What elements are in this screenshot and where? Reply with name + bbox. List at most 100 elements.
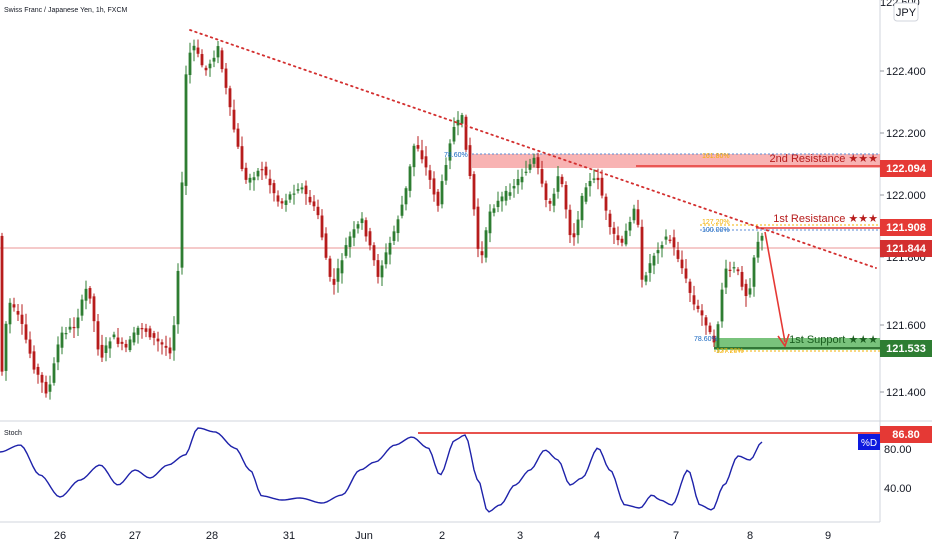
candle-body xyxy=(156,338,160,342)
candle-body xyxy=(692,295,696,305)
support-ext-label: 127.20% xyxy=(716,348,744,355)
candle-body xyxy=(268,178,272,186)
candle-body xyxy=(752,257,756,287)
stoch-title: Stoch xyxy=(4,430,22,437)
candle-body xyxy=(500,196,504,202)
candle-body xyxy=(668,239,672,241)
projection-arrow[interactable] xyxy=(764,231,786,343)
candle-body xyxy=(56,344,60,363)
candle-body xyxy=(60,332,64,348)
candle-body xyxy=(164,345,168,348)
candle-body xyxy=(288,194,292,200)
candle-body xyxy=(256,170,260,177)
candle-body xyxy=(356,224,360,229)
candle-body xyxy=(644,275,648,282)
candle-body xyxy=(264,166,268,176)
candle-body xyxy=(116,337,120,344)
candle-body xyxy=(728,269,732,271)
candle-body xyxy=(80,299,84,316)
candle-body xyxy=(184,74,188,186)
stoch-d-badge-text: %D xyxy=(861,438,877,449)
candle-body xyxy=(180,182,184,268)
time-tick-label: 31 xyxy=(283,530,295,542)
stoch-d-line xyxy=(0,427,763,513)
candle-body xyxy=(72,326,76,329)
candle-body xyxy=(588,180,592,187)
candlestick-series xyxy=(0,39,764,400)
candle-body xyxy=(744,283,748,297)
candle-body xyxy=(196,47,200,54)
time-axis[interactable]: 26 27 28 31 Jun 2 3 4 7 8 9 xyxy=(54,530,831,542)
candle-body xyxy=(28,339,32,354)
price-tick-label: 122.000 xyxy=(886,190,926,202)
first-support-zone[interactable] xyxy=(714,338,880,350)
second-resistance-tag-text: 122.094 xyxy=(886,163,927,175)
candle-body xyxy=(40,374,44,383)
candle-body xyxy=(452,126,456,142)
candle-body xyxy=(488,211,492,234)
candle-body xyxy=(324,233,328,258)
stoch-value-tag xyxy=(880,426,932,443)
candle-body xyxy=(424,156,428,168)
candle-body xyxy=(428,170,432,180)
candle-body xyxy=(460,115,464,124)
candle-body xyxy=(696,305,700,309)
candle-body xyxy=(188,52,192,76)
first-resistance-tag-text: 121.908 xyxy=(886,222,926,234)
candle-body xyxy=(436,191,440,206)
candle-body xyxy=(512,186,516,189)
candle-body xyxy=(260,169,264,171)
candle-body xyxy=(724,268,728,288)
candle-body xyxy=(48,384,52,392)
candle-body xyxy=(608,213,612,228)
time-tick-label: 2 xyxy=(439,530,445,542)
candle-body xyxy=(432,178,436,195)
candle-body xyxy=(44,381,48,394)
candle-body xyxy=(384,252,388,265)
second-resistance-zone[interactable] xyxy=(472,154,880,168)
candle-body xyxy=(284,200,288,205)
candle-body xyxy=(376,260,380,277)
candle-body xyxy=(568,209,572,236)
candle-body xyxy=(364,220,368,237)
currency-badge[interactable] xyxy=(893,2,919,22)
candle-body xyxy=(292,193,296,195)
candle-body xyxy=(132,332,136,343)
candle-body xyxy=(8,302,12,325)
candle-body xyxy=(320,215,324,238)
candle-body xyxy=(276,195,280,202)
candle-body xyxy=(492,208,496,213)
candle-body xyxy=(300,187,304,190)
candle-body xyxy=(440,181,444,205)
candle-body xyxy=(112,334,116,338)
price-tick-label: 121.600 xyxy=(886,320,926,332)
candle-body xyxy=(528,164,532,170)
candle-body xyxy=(640,226,644,280)
descending-trendline[interactable] xyxy=(189,29,877,269)
time-tick-label: 27 xyxy=(129,530,141,542)
candle-body xyxy=(540,169,544,184)
candle-body xyxy=(616,235,620,241)
candle-body xyxy=(24,324,28,340)
candle-body xyxy=(312,201,316,207)
currency-badge-label: JPY xyxy=(896,7,917,19)
candle-body xyxy=(704,317,708,326)
candle-body xyxy=(36,366,40,375)
candle-body xyxy=(484,230,488,258)
candle-body xyxy=(680,259,684,269)
second-resistance-label: 2nd Resistance ★★★ xyxy=(770,153,879,165)
candle-body xyxy=(688,281,692,293)
candle-body xyxy=(380,265,384,278)
time-tick-label: 9 xyxy=(825,530,831,542)
candle-body xyxy=(176,270,180,325)
candle-body xyxy=(612,227,616,234)
candle-body xyxy=(12,304,16,308)
candle-body xyxy=(216,46,220,58)
candle-body xyxy=(552,193,556,206)
candle-body xyxy=(128,339,132,351)
candle-body xyxy=(712,335,716,343)
support-fib-label: 78.60% xyxy=(694,336,718,343)
candle-body xyxy=(144,328,148,332)
